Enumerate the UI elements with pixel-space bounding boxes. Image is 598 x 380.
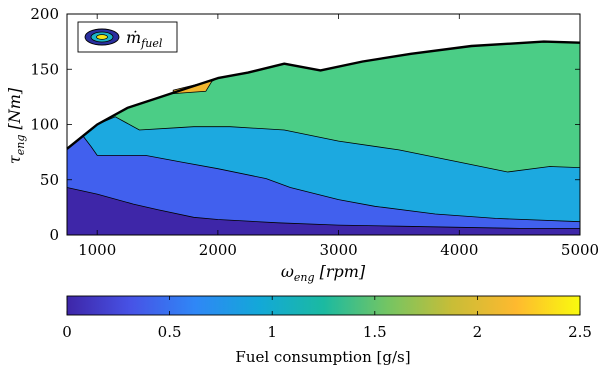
x-axis-label-sub: eng [294,271,315,284]
contour-band-level-1 [67,187,580,235]
y-tick-label: 0 [49,226,59,244]
colorbar-ticks: 0 0.5 1 1.5 2 2.5 [62,296,592,341]
x-axis-label: ωeng [rpm] [281,262,366,284]
y-tick-label: 200 [30,5,59,23]
y-axis-ticks: 0 50 100 150 200 [30,5,580,244]
y-tick-label: 100 [30,116,59,134]
y-axis-label-base: τ [5,154,24,164]
colorbar-tick-label: 1 [267,323,277,341]
x-tick-label: 1000 [78,241,116,259]
y-axis-label-sub: eng [14,135,27,156]
legend-label-base: ṁ [126,28,141,47]
contour-line-level-2 [66,135,581,223]
x-axis-label-unit: [rpm] [320,262,366,281]
colorbar [66,295,581,316]
colorbar-label: Fuel consumption [g/s] [235,348,410,366]
legend: ṁfuel [77,21,178,53]
contour-legend-icon [84,28,120,46]
colorbar-tick-label: 2.5 [568,323,592,341]
colorbar-tick-label: 0.5 [158,323,182,341]
x-axis-ticks: 1000 2000 3000 4000 5000 [78,14,598,259]
colorbar-tick-label: 1.5 [363,323,387,341]
y-tick-label: 150 [30,60,59,78]
y-axis-label-unit: [Nm] [5,87,24,129]
x-tick-label: 2000 [199,241,237,259]
x-tick-label: 4000 [440,241,478,259]
max-torque-curve [66,40,581,150]
y-tick-label: 50 [40,171,59,189]
x-axis-label-base: ω [281,262,294,281]
legend-label: ṁfuel [126,28,163,50]
colorbar-tick-label: 2 [473,323,483,341]
legend-label-sub: fuel [140,37,163,50]
contour-line-level-3 [66,116,581,173]
x-tick-label: 3000 [319,241,357,259]
contour-band-level-2 [67,135,580,235]
y-axis-label: τeng [Nm] [5,87,27,164]
contour-line-level-1 [66,187,580,229]
colorbar-tick-label: 0 [62,323,72,341]
x-tick-label: 5000 [561,241,598,259]
